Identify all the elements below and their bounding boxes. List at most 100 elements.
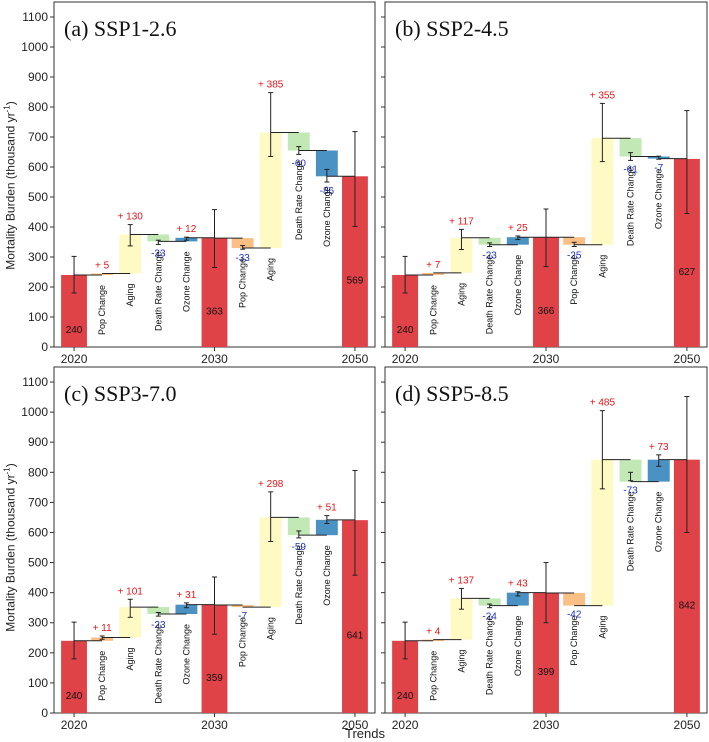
data-label: -61 <box>623 164 638 175</box>
category-label: Aging <box>266 617 276 640</box>
data-label: 627 <box>679 267 696 278</box>
data-label: -7 <box>654 163 663 174</box>
x-tick-label: 2030 <box>533 352 560 366</box>
category-label: Ozone Change <box>322 545 332 606</box>
bar-pop <box>231 238 254 248</box>
data-label: + 101 <box>118 586 144 597</box>
data-label: -23 <box>151 248 166 259</box>
data-label: + 355 <box>590 90 616 101</box>
x-tick-label: 2030 <box>533 718 560 732</box>
panel-title: (d) SSP5-8.5 <box>395 381 509 406</box>
data-label: + 485 <box>590 398 616 409</box>
x-tick-label: 2020 <box>61 718 88 732</box>
category-label: Death Rate Change <box>626 492 636 572</box>
data-label: 363 <box>206 307 223 318</box>
data-label: -7 <box>238 611 247 622</box>
category-label: Ozone Change <box>181 251 191 312</box>
category-label: Aging <box>125 284 135 307</box>
y-axis-label-bottom: Mortality Burden (thousand yr-1) <box>2 463 18 632</box>
category-label: Death Rate Change <box>153 624 163 704</box>
category-label: Ozone Change <box>322 186 332 247</box>
y-tick-label: 800 <box>28 100 48 114</box>
data-label: 399 <box>538 667 555 678</box>
x-tick-label: 2050 <box>342 352 369 366</box>
category-label: Ozone Change <box>513 255 523 316</box>
x-tick-label: 2020 <box>392 718 419 732</box>
data-label: -33 <box>235 253 250 264</box>
data-label: -24 <box>482 612 497 623</box>
y-tick-label: 500 <box>28 190 48 204</box>
category-label: Pop Change <box>569 255 579 305</box>
category-label: Death Rate Change <box>485 616 495 696</box>
data-label: -23 <box>151 620 166 631</box>
bar-ozone <box>315 519 338 536</box>
bar-death <box>287 132 310 151</box>
category-label: Pop Change <box>238 258 248 308</box>
category-label: Aging <box>456 650 466 673</box>
category-label: Ozone Change <box>654 169 664 230</box>
bar-ozone <box>506 592 529 606</box>
bar-aging <box>450 598 473 640</box>
y-tick-label: 300 <box>28 616 48 630</box>
y-tick-label: 800 <box>28 465 48 479</box>
y-tick-label: 600 <box>28 525 48 539</box>
data-label: -73 <box>623 486 638 497</box>
y-tick-label: 0 <box>41 340 48 354</box>
x-tick-label: 2030 <box>201 718 228 732</box>
x-tick-label: 2050 <box>674 352 701 366</box>
category-label: Death Rate Change <box>153 251 163 331</box>
data-label: + 5 <box>95 261 110 272</box>
data-label: 240 <box>397 691 414 702</box>
y-tick-label: 400 <box>28 220 48 234</box>
bar-aging <box>450 237 473 273</box>
data-label: -42 <box>567 610 582 621</box>
y-tick-label: 100 <box>28 310 48 324</box>
panel-title: (a) SSP1-2.6 <box>64 16 176 41</box>
data-label: + 117 <box>449 216 474 227</box>
y-tick-label: 900 <box>28 70 48 84</box>
y-tick-label: 700 <box>28 495 48 509</box>
y-tick-label: 1000 <box>21 405 48 419</box>
data-label: 240 <box>66 325 83 336</box>
y-tick-label: 100 <box>28 676 48 690</box>
bar-ozone <box>175 604 198 615</box>
bar-death <box>147 607 170 615</box>
data-label: + 4 <box>426 627 441 638</box>
x-tick-label: 2050 <box>342 718 369 732</box>
data-label: + 298 <box>258 479 284 490</box>
data-label: 359 <box>206 673 223 684</box>
category-label: Pop Change <box>238 617 248 667</box>
y-tick-label: 1100 <box>22 375 48 389</box>
category-label: Pop Change <box>428 651 438 701</box>
bar-aging <box>591 138 614 245</box>
category-label: Death Rate Change <box>485 255 495 335</box>
data-label: + 31 <box>177 590 197 601</box>
data-label: + 43 <box>508 579 528 590</box>
data-label: 366 <box>538 306 555 317</box>
data-label: 569 <box>347 276 364 287</box>
x-tick-label: 2020 <box>61 352 88 366</box>
data-label: + 11 <box>93 623 112 634</box>
panel-3: 0 100 200 300 400 500 600 700 800 900 1000 1100 (c) … <box>21 366 376 732</box>
x-tick-label: 2020 <box>392 352 419 366</box>
data-label: + 12 <box>177 224 197 235</box>
category-label: Aging <box>597 616 607 639</box>
data-label: + 137 <box>449 575 475 586</box>
bar-death <box>478 237 501 245</box>
data-label: -23 <box>482 251 497 262</box>
data-label: 842 <box>679 600 696 611</box>
data-label: 240 <box>397 325 414 336</box>
y-tick-label: 900 <box>28 435 48 449</box>
category-label: Pop Change <box>428 285 438 335</box>
bar-death <box>619 459 642 482</box>
data-label: -60 <box>292 158 307 169</box>
category-label: Death Rate Change <box>294 545 304 625</box>
y-tick-label: 1000 <box>21 40 48 54</box>
y-tick-label: 200 <box>28 646 48 660</box>
y-tick-label: 0 <box>41 706 48 720</box>
data-label: 240 <box>66 691 83 702</box>
panel-title: (c) SSP3-7.0 <box>64 381 176 406</box>
category-label: Aging <box>266 258 276 281</box>
y-tick-label: 700 <box>28 130 48 144</box>
data-label: + 385 <box>258 80 284 91</box>
